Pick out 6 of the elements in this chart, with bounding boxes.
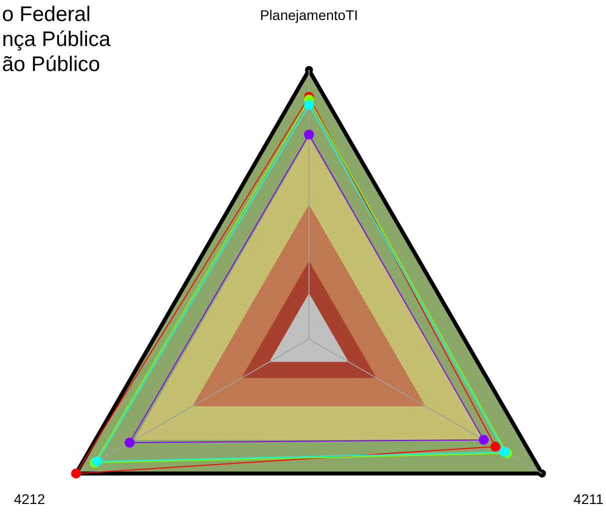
- text: o Federal: [2, 2, 92, 27]
- text: nça Pública: [2, 27, 111, 52]
- spoke-label: 4211: [574, 491, 604, 508]
- text: ão Público: [2, 52, 102, 77]
- spoke-label: 4212: [14, 491, 46, 508]
- spoke-label: PlanejamentoTI: [260, 6, 358, 23]
